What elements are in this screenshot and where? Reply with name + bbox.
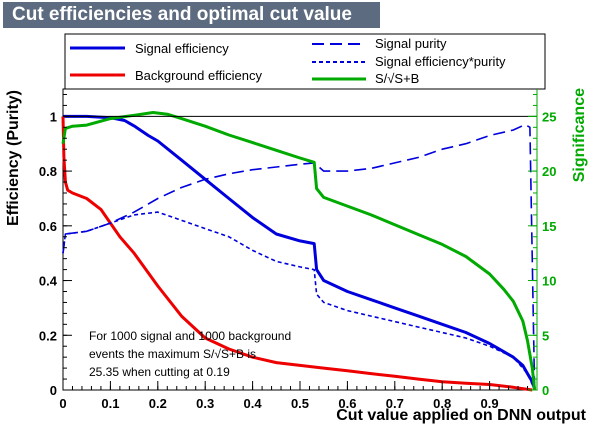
y-left-tick-label: 0.6 bbox=[39, 219, 57, 234]
y-left-tick-label: 0.4 bbox=[39, 274, 58, 289]
legend-label-signal-efficiency: Signal efficiency bbox=[135, 41, 229, 56]
y-axis-label-left: Efficiency (Purity) bbox=[5, 90, 22, 226]
y-right-tick-label: 10 bbox=[542, 274, 556, 289]
legend-label-signal-purity: Signal purity bbox=[375, 36, 447, 51]
annotation-line-1: For 1000 signal and 1000 background bbox=[89, 329, 291, 343]
chart-title: Cut efficiencies and optimal cut value bbox=[3, 2, 380, 28]
x-tick-label: 0.6 bbox=[338, 396, 356, 411]
legend-label-signal-efficiency-purity: Signal efficiency*purity bbox=[375, 54, 506, 69]
x-tick-label: 0 bbox=[59, 396, 66, 411]
x-axis-label: Cut value applied on DNN output bbox=[336, 407, 586, 424]
series-line-s-s-b bbox=[61, 111, 537, 391]
series-line-signal-efficiency-purity bbox=[62, 211, 536, 391]
x-tick-label: 0.1 bbox=[101, 396, 119, 411]
y-left-tick-label: 1 bbox=[50, 109, 57, 124]
legend-label-significance: S/√S+B bbox=[375, 71, 419, 86]
y-left-tick-label: 0.8 bbox=[39, 164, 57, 179]
y-right-tick-label: 0 bbox=[542, 383, 549, 398]
annotation-line-3: 25.35 when cutting at 0.19 bbox=[89, 365, 230, 379]
y-right-tick-label: 5 bbox=[542, 328, 549, 343]
x-tick-label: 0.3 bbox=[196, 396, 214, 411]
y-right-tick-label: 15 bbox=[542, 219, 556, 234]
series-line-signal-efficiency bbox=[63, 114, 537, 390]
x-tick-label: 0.5 bbox=[291, 396, 309, 411]
x-tick-label: 0.4 bbox=[244, 396, 263, 411]
x-tick-label: 0.2 bbox=[149, 396, 167, 411]
x-tick-label: 0.8 bbox=[433, 396, 451, 411]
y-axis-label-right: Significance bbox=[571, 88, 588, 182]
legend-box bbox=[64, 33, 546, 90]
y-left-tick-label: 0.2 bbox=[39, 328, 57, 343]
x-tick-label: 0.7 bbox=[386, 396, 404, 411]
series-layer bbox=[61, 111, 537, 392]
y-left-tick-label: 0 bbox=[50, 383, 57, 398]
annotation: For 1000 signal and 1000 background even… bbox=[89, 329, 291, 379]
series-line-background-efficiency bbox=[61, 116, 533, 392]
legend-label-background-efficiency: Background efficiency bbox=[135, 68, 262, 83]
legend: Signal efficiency Background efficiency … bbox=[64, 33, 546, 90]
x-tick-label: 0.9 bbox=[481, 396, 499, 411]
y-right-tick-label: 20 bbox=[542, 164, 556, 179]
y-right-tick-label: 25 bbox=[542, 109, 556, 124]
axes-layer: 0 0.1 0.2 0.3 0.4 0.5 0.6 0.7 0.8 0.9 0 0.2 0.4 0.6 0.… bbox=[39, 89, 556, 411]
annotation-line-2: events the maximum S/√S+B is bbox=[89, 347, 256, 361]
